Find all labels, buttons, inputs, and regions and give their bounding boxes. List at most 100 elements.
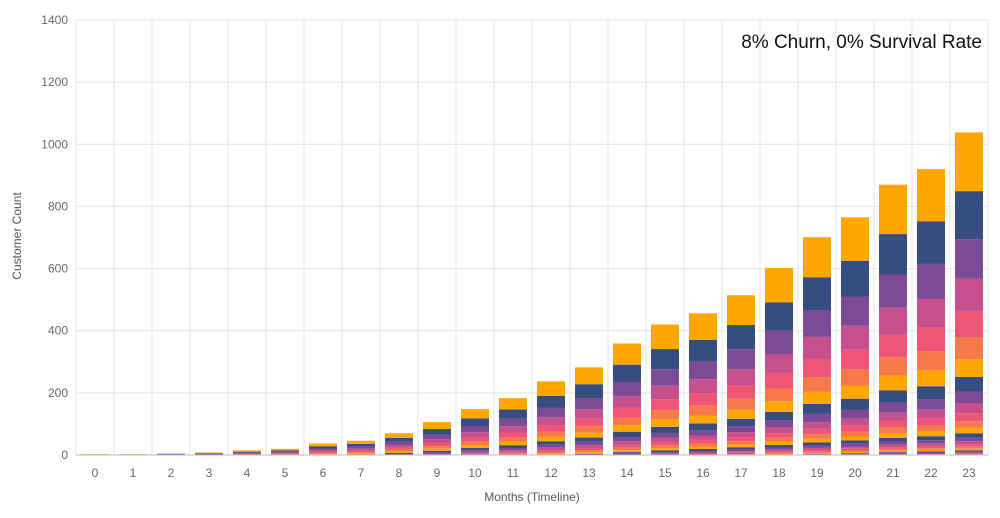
- bar-segment: [689, 393, 717, 406]
- bar-segment: [347, 453, 375, 455]
- bar-segment: [955, 427, 983, 434]
- bar-segment: [651, 437, 679, 443]
- bar-segment: [955, 441, 983, 445]
- bar-segment: [917, 451, 945, 453]
- bar-segment: [651, 324, 679, 350]
- bar-segment: [537, 452, 565, 454]
- bar-stack: [499, 398, 527, 455]
- bar-segment: [347, 440, 375, 444]
- bar-segment: [727, 324, 755, 350]
- bar-segment: [917, 443, 945, 446]
- bar-segment: [955, 444, 983, 447]
- bar-segment: [955, 453, 983, 455]
- bar-segment: [879, 307, 907, 335]
- bar-segment: [613, 452, 641, 454]
- bar-segment: [955, 132, 983, 192]
- bar-segment: [385, 441, 413, 445]
- bar-segment: [613, 447, 641, 451]
- bar-segment: [651, 399, 679, 411]
- bar-segment: [727, 426, 755, 433]
- y-tick-label: 800: [48, 199, 68, 213]
- x-tick-label: 2: [168, 466, 175, 480]
- bar-segment: [917, 351, 945, 371]
- bar-stack: [461, 409, 489, 455]
- bar-segment: [841, 349, 869, 370]
- bar-segment: [461, 450, 489, 453]
- bar-segment: [879, 452, 907, 454]
- y-tick-label: 1000: [41, 137, 68, 151]
- bar-segment: [233, 450, 261, 452]
- bar-segment: [841, 296, 869, 326]
- bar-segment: [689, 448, 717, 451]
- bar-segment: [879, 334, 907, 358]
- bar-segment: [803, 377, 831, 392]
- bar-segment: [537, 441, 565, 445]
- bar-segment: [879, 274, 907, 308]
- bar-stack: [689, 313, 717, 455]
- bar-segment: [727, 451, 755, 453]
- bar-segment: [499, 441, 527, 446]
- bar-segment: [613, 382, 641, 397]
- bar-segment: [917, 221, 945, 264]
- bar-segment: [955, 391, 983, 404]
- bar-segment: [233, 453, 261, 455]
- bar-segment: [613, 431, 641, 438]
- bar-segment: [879, 412, 907, 421]
- bar-segment: [423, 448, 451, 451]
- bar-segment: [803, 277, 831, 311]
- bar-segment: [727, 449, 755, 452]
- bar-segment: [423, 422, 451, 429]
- bar-segment: [499, 426, 527, 433]
- bar-segment: [727, 349, 755, 370]
- bar-segment: [385, 451, 413, 453]
- bar-segment: [423, 428, 451, 435]
- bar-segment: [955, 191, 983, 240]
- bar-segment: [917, 418, 945, 426]
- bar-stack: [613, 343, 641, 455]
- bar-segment: [917, 445, 945, 449]
- bar-segment: [803, 237, 831, 278]
- bar-segment: [575, 426, 603, 433]
- bar-stack: [233, 450, 261, 455]
- bar-segment: [917, 399, 945, 410]
- x-tick-label: 14: [620, 466, 634, 480]
- bar-segment: [803, 434, 831, 439]
- bar-segment: [537, 444, 565, 448]
- bar-stack: [385, 433, 413, 455]
- bar-segment: [271, 452, 299, 454]
- bar-segment: [803, 422, 831, 429]
- x-tick-label: 15: [658, 466, 672, 480]
- bar-segment: [575, 452, 603, 454]
- bar-segment: [879, 444, 907, 448]
- bar-segment: [347, 450, 375, 453]
- bar-segment: [727, 418, 755, 427]
- bar-segment: [955, 451, 983, 453]
- bar-segment: [955, 450, 983, 452]
- x-tick-label: 19: [810, 466, 824, 480]
- x-tick-label: 6: [320, 466, 327, 480]
- bar-segment: [499, 445, 527, 449]
- bar-segment: [765, 451, 793, 453]
- bar-segment: [423, 453, 451, 455]
- bar-stack: [575, 367, 603, 455]
- bar-segment: [461, 409, 489, 419]
- x-tick-label: 10: [468, 466, 482, 480]
- bar-segment: [271, 451, 299, 453]
- y-tick-label: 1400: [41, 13, 68, 27]
- x-tick-label: 3: [206, 466, 213, 480]
- y-tick-label: 200: [48, 386, 68, 400]
- bar-segment: [727, 295, 755, 325]
- bar-segment: [195, 452, 223, 454]
- bar-segment: [537, 447, 565, 451]
- bar-segment: [917, 453, 945, 455]
- bar-segment: [841, 443, 869, 447]
- bar-segment: [461, 441, 489, 446]
- bar-segment: [689, 430, 717, 436]
- bar-segment: [689, 423, 717, 431]
- bar-segment: [499, 437, 527, 442]
- bar-segment: [879, 441, 907, 445]
- x-axis-label: Months (Timeline): [484, 490, 580, 504]
- bar-segment: [879, 420, 907, 428]
